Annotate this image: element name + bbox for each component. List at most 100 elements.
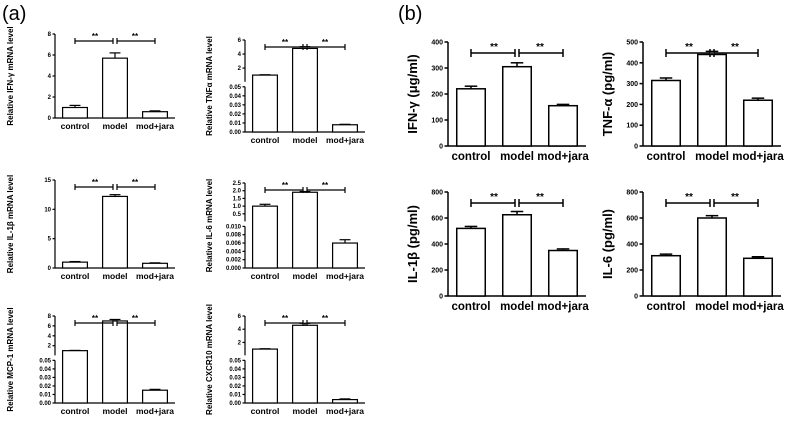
bar-modjara [142, 111, 169, 119]
significance-label: ** [536, 42, 544, 53]
y-tick-label: 2 [238, 340, 242, 346]
x-category-label: control [61, 406, 90, 416]
x-category-label: mod+jara [136, 121, 174, 131]
x-category-label: control [61, 271, 90, 281]
y-tick-label: 500 [626, 40, 638, 47]
y-tick-label: 6 [48, 324, 52, 330]
y-tick-label: 800 [431, 190, 443, 197]
y-tick-label: 2.0 [233, 189, 242, 195]
bar-control [252, 205, 279, 269]
y-tick-label: 0 [634, 294, 638, 301]
y-tick-label: 400 [626, 60, 638, 67]
bar-control [650, 79, 682, 147]
significance-label: ** [490, 192, 498, 203]
significance-label: ** [322, 181, 329, 190]
y-tick-label: 0 [439, 144, 443, 151]
bar-modjara [142, 389, 169, 404]
x-category-label: control [251, 271, 280, 281]
y-tick-label: 5 [48, 237, 52, 243]
y-tick-label: 1.5 [233, 196, 242, 202]
bar-control [455, 227, 487, 297]
y-tick-label: 4 [48, 334, 52, 340]
panel-b-label: (b) [398, 3, 422, 25]
significance-label: ** [685, 192, 693, 203]
y-tick-label: 0 [439, 294, 443, 301]
bar-control [61, 261, 88, 269]
y-axis-label: IL-6 (pg/ml) [600, 209, 615, 279]
y-axis-label: TNF-α (pg/ml) [600, 52, 615, 137]
x-category-label: control [452, 151, 491, 163]
y-tick-label: 600 [626, 216, 638, 223]
y-tick-label: 0.01 [229, 392, 241, 398]
chart-mcp1-mrna: 0.00 0.01 0.02 0.03 0.04 0.05 2 4 6 8 control model… [6, 307, 175, 416]
y-tick-label: 0.010 [226, 224, 242, 230]
y-tick-label: 0.04 [229, 94, 241, 100]
x-category-label: mod+jara [326, 271, 364, 281]
x-category-label: mod+jara [326, 135, 364, 145]
bar-control [455, 88, 487, 147]
bar-model [101, 195, 128, 269]
bar-control [61, 106, 88, 119]
panel-a-label: (a) [2, 3, 26, 25]
bar-model [101, 57, 128, 119]
x-category-label: control [251, 406, 280, 416]
significance-label: ** [282, 38, 289, 47]
bar-modjara [332, 242, 359, 269]
y-tick-label: 300 [431, 66, 443, 73]
bar-control [252, 348, 279, 404]
y-tick-label: 0.006 [226, 241, 242, 247]
bar-modjara [142, 262, 169, 269]
x-category-label: model [102, 271, 127, 281]
x-category-label: mod+jara [326, 406, 364, 416]
y-tick-label: 6 [48, 53, 52, 59]
x-category-label: control [647, 301, 686, 313]
chart-ifng-protein: 0 100 200 300 400 control model mod+jara ** ** IFN… [405, 40, 589, 164]
y-axis-label: IFN-γ (μg/ml) [405, 54, 420, 133]
y-tick-label: 2 [48, 344, 52, 350]
bar-modjara [547, 104, 579, 147]
chart-tnfa-protein: 0 100 200 300 400 500 control model mod+jara ** **… [600, 40, 784, 164]
y-tick-label: 0 [48, 266, 52, 272]
y-axis-label: Relative CXCR10 mRNA level [205, 304, 214, 415]
y-tick-label: 8 [48, 314, 52, 320]
y-tick-label: 200 [431, 92, 443, 99]
chart-ifng-mrna: 0 2 4 6 8 control model mod+jara ** ** Relative IF… [6, 26, 175, 131]
y-tick-label: 0.008 [226, 233, 242, 239]
x-category-label: mod+jara [136, 406, 174, 416]
y-tick-label: 400 [431, 242, 443, 249]
significance-label: ** [282, 314, 289, 323]
y-tick-label: 10 [44, 207, 51, 213]
y-axis-label: Relative IFN-γ mRNA level [6, 26, 15, 125]
y-tick-label: 0.5 [233, 212, 242, 218]
significance-label: ** [322, 38, 329, 47]
y-axis-label: Relative TNFα mRNA level [205, 36, 214, 136]
chart-il6-protein: 0 200 400 600 800 control model mod+jara ** ** IL-… [600, 190, 784, 314]
x-category-label: mod+jara [136, 271, 174, 281]
bar-model [696, 217, 728, 297]
y-tick-label: 200 [626, 268, 638, 275]
significance-label: ** [132, 178, 139, 187]
x-category-label: model [292, 406, 317, 416]
y-tick-label: 600 [431, 216, 443, 223]
y-tick-label: 0.02 [39, 384, 51, 390]
y-tick-label: 0.05 [229, 85, 241, 91]
significance-label: ** [92, 32, 99, 41]
y-tick-label: 400 [431, 40, 443, 47]
y-tick-label: 0.04 [229, 367, 241, 373]
significance-label: ** [685, 42, 693, 53]
bar-modjara [332, 398, 359, 404]
y-tick-label: 4 [238, 52, 242, 58]
y-tick-label: 200 [431, 268, 443, 275]
y-tick-label: 800 [626, 190, 638, 197]
y-tick-label: 1.0 [233, 204, 242, 210]
bar-model [292, 191, 319, 269]
bar-control [650, 254, 682, 297]
y-tick-label: 0.00 [229, 130, 241, 136]
bar-model [501, 214, 533, 297]
bar-control [61, 350, 88, 404]
x-category-label: model [695, 151, 729, 163]
chart-tnfa-mrna: 0.00 0.01 0.02 0.03 0.04 0.05 2 4 6 control model m… [205, 36, 365, 145]
x-category-label: control [251, 135, 280, 145]
y-tick-label: 15 [44, 178, 51, 184]
